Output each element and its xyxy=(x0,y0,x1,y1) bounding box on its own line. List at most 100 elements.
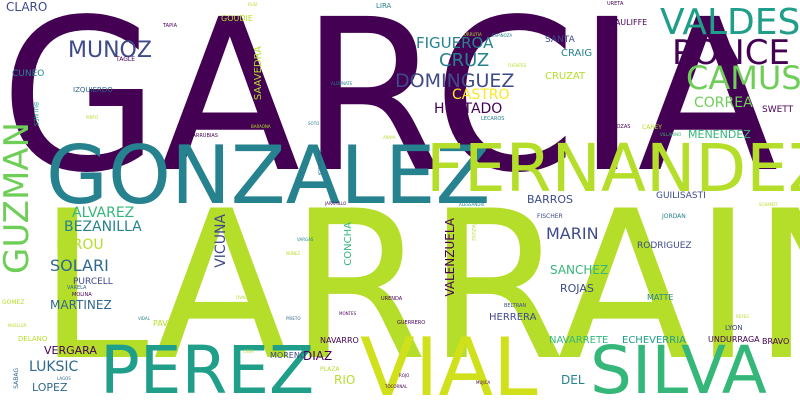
cloud-word: PRIETO xyxy=(286,316,301,321)
cloud-word: LOPEZ xyxy=(32,381,68,394)
cloud-word: MONTES xyxy=(339,311,357,316)
cloud-word: VALENZUELA xyxy=(443,218,457,297)
cloud-word: DOMINGUEZ xyxy=(395,70,515,92)
cloud-word: VALDES xyxy=(660,2,800,43)
cloud-word: ORTIZ xyxy=(636,251,648,256)
cloud-word: CORREA xyxy=(694,95,753,111)
cloud-word: GUILISASTI xyxy=(656,191,706,201)
cloud-word: CAMUS xyxy=(686,59,800,97)
cloud-word: VICUNA xyxy=(213,214,229,268)
cloud-word: SOLARI xyxy=(50,256,109,275)
cloud-word: MATTE xyxy=(647,293,674,302)
cloud-word: SCHMIDT xyxy=(759,202,778,207)
cloud-word: LIRA xyxy=(376,2,392,10)
cloud-word: SAAVEDRA xyxy=(253,46,264,101)
cloud-word: BARAONA xyxy=(251,124,271,129)
cloud-word: COVARRUBIAS xyxy=(182,133,218,139)
cloud-word: MORENO xyxy=(270,351,307,360)
cloud-word: ROZAS xyxy=(613,124,631,130)
cloud-word: PURCELL xyxy=(73,277,113,287)
cloud-word: FERNANDEZ xyxy=(426,130,800,207)
cloud-word: FIGUEROA xyxy=(416,34,494,52)
cloud-word: CAREY xyxy=(642,124,662,131)
cloud-word: SWETT xyxy=(762,105,794,115)
cloud-word: UNDURRAGA xyxy=(708,335,760,344)
cloud-word: VIDAL xyxy=(138,316,150,321)
cloud-word: GARCIA xyxy=(0,0,779,219)
cloud-word: NAVARRO xyxy=(320,336,359,345)
cloud-word: VIAL xyxy=(360,321,538,400)
cloud-word: ECHEVERRIA xyxy=(622,335,686,346)
cloud-word: OSSA xyxy=(243,349,255,354)
cloud-word: ESPINOZA xyxy=(492,33,513,38)
cloud-word: GANA xyxy=(701,113,742,129)
cloud-word: CRUZAT xyxy=(545,71,586,82)
cloud-word: MUELLER xyxy=(8,323,27,328)
cloud-word: RIO xyxy=(334,373,356,387)
cloud-word: LEROU xyxy=(56,237,104,253)
cloud-word: TAGLE xyxy=(116,56,135,63)
cloud-word: NAVARRETE xyxy=(549,335,609,346)
cloud-word: LAGOS xyxy=(57,376,71,381)
cloud-word: CRAIG xyxy=(561,48,593,59)
cloud-word: MENENDEZ xyxy=(688,128,751,141)
cloud-word: CUNEO xyxy=(12,69,45,79)
cloud-word: HURTADO xyxy=(434,101,503,117)
cloud-word: RUIZ xyxy=(248,2,258,7)
cloud-word: LECAROS xyxy=(481,116,505,122)
cloud-word: RODRIGUEZ xyxy=(637,241,692,251)
cloud-word: MOLINA xyxy=(72,292,92,298)
cloud-word: HERRERA xyxy=(489,312,537,323)
cloud-word: JARAMILLO xyxy=(325,201,347,206)
cloud-word: FUENTES xyxy=(508,63,527,68)
cloud-word: SANCHEZ xyxy=(550,263,609,277)
cloud-word: ALESSANDRI xyxy=(459,202,485,207)
cloud-word: NUNEZ xyxy=(286,251,301,256)
cloud-word: DEL xyxy=(561,373,585,387)
cloud-word: LYON xyxy=(725,324,743,332)
cloud-word: ARAYA xyxy=(383,135,396,140)
cloud-word: GARDEWEG xyxy=(604,301,646,309)
cloud-word: PONCE xyxy=(672,33,790,73)
cloud-word: PEREZ xyxy=(100,332,315,400)
cloud-word: ERRAZURIZ xyxy=(471,218,476,242)
cloud-word: URETA xyxy=(607,1,624,7)
cloud-word: ROJO xyxy=(399,373,410,378)
cloud-word: SALAMANCA xyxy=(317,150,322,176)
cloud-word: ALDUNATE xyxy=(331,81,353,86)
cloud-word: SANTA xyxy=(545,35,575,45)
cloud-word: PLAZA xyxy=(320,366,340,373)
cloud-word: VERGARA xyxy=(44,344,97,357)
cloud-word: TOCORNAL xyxy=(385,384,408,389)
cloud-word: CRUZ xyxy=(439,50,490,71)
cloud-word: BEZANILLA xyxy=(64,219,142,235)
cloud-word: GUERRERO xyxy=(397,320,426,326)
cloud-word: SOTO xyxy=(308,121,320,126)
cloud-word: BULNES xyxy=(32,102,39,126)
cloud-word: ROJAS xyxy=(560,282,594,295)
cloud-word: LUKSIC xyxy=(29,359,79,375)
cloud-word: URENDA xyxy=(381,296,403,302)
cloud-word: TAPIA xyxy=(163,23,177,29)
cloud-word: OVALLE xyxy=(236,295,252,300)
cloud-word: PINTO xyxy=(86,115,99,120)
cloud-word: IZQUIERDO xyxy=(73,86,113,94)
cloud-word: BELTRAN xyxy=(504,303,527,309)
cloud-word: URRUTIA xyxy=(464,32,482,37)
cloud-word: MACAULIFFE xyxy=(597,18,648,27)
cloud-word: GUZMAN xyxy=(0,122,37,274)
cloud-word: MUJICA xyxy=(476,380,491,385)
cloud-word: CASTRO xyxy=(452,87,510,103)
cloud-word: GOMEZ xyxy=(2,299,25,306)
cloud-word: DIAZ xyxy=(303,349,333,363)
cloud-word: DELANO xyxy=(18,335,48,343)
cloud-word: MARTINEZ xyxy=(50,298,112,312)
cloud-word: LARRAIN xyxy=(38,168,800,400)
cloud-word: MAGGI xyxy=(772,350,786,355)
cloud-word: ALVAREZ xyxy=(72,205,135,221)
cloud-word: CONCHA xyxy=(343,222,354,266)
cloud-word: JORDAN xyxy=(662,213,686,220)
cloud-word: GONZALEZ xyxy=(46,129,491,222)
cloud-word: MUNOZ xyxy=(68,38,152,63)
